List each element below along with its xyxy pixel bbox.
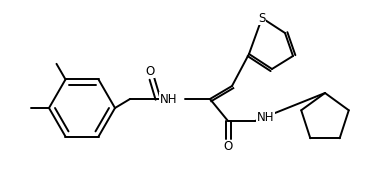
Text: S: S [258, 12, 266, 24]
Text: NH: NH [159, 93, 177, 105]
Text: O: O [146, 64, 155, 77]
Text: O: O [223, 141, 233, 153]
Text: NH: NH [257, 111, 275, 123]
